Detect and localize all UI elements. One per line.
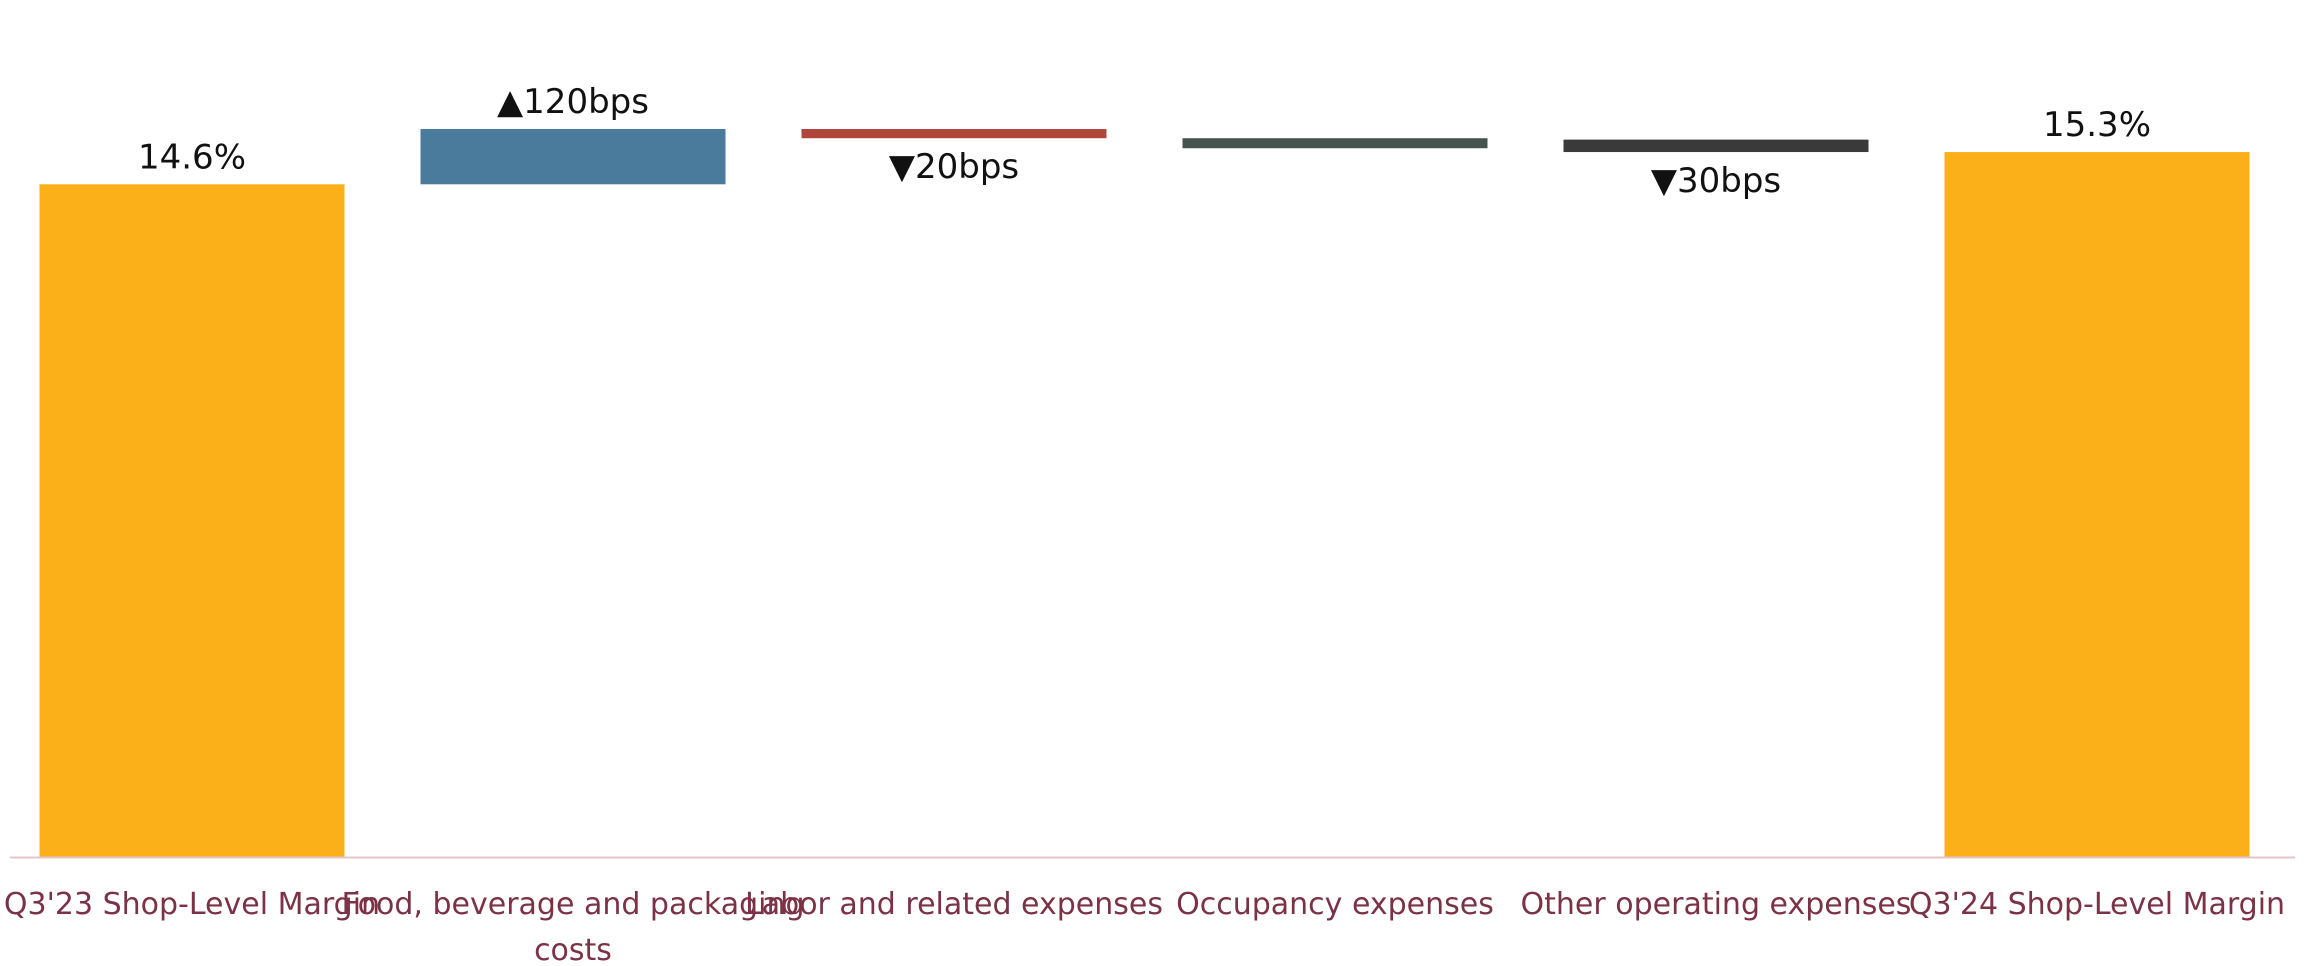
value-label-1: ▲120bps [497, 82, 649, 122]
value-label-5: 15.3% [2043, 105, 2151, 145]
category-label-4-0: Other operating expenses [1521, 887, 1912, 922]
value-label-0: 14.6% [138, 137, 246, 177]
category-label-3-0: Occupancy expenses [1176, 887, 1494, 922]
category-label-5-0: Q3'24 Shop-Level Margin [1909, 887, 2285, 922]
category-label-1-1: costs [534, 933, 612, 966]
category-label-1-0: Food, beverage and packaging [341, 887, 804, 922]
bar-0 [39, 184, 345, 857]
bar-2 [801, 129, 1107, 139]
bar-4 [1563, 139, 1869, 153]
category-label-0-0: Q3'23 Shop-Level Margin [4, 887, 380, 922]
bar-3 [1182, 138, 1488, 149]
category-label-2-0: Labor and related expenses [745, 887, 1163, 922]
value-label-4: ▼30bps [1651, 161, 1781, 201]
value-label-2: ▼20bps [889, 147, 1019, 187]
value-labels-layer: 14.6% ▲120bps ▼20bps ▼30bps 15.3% [138, 82, 2151, 201]
bar-5 [1944, 152, 2250, 857]
bars-layer [39, 129, 2250, 857]
bar-1 [420, 129, 726, 185]
